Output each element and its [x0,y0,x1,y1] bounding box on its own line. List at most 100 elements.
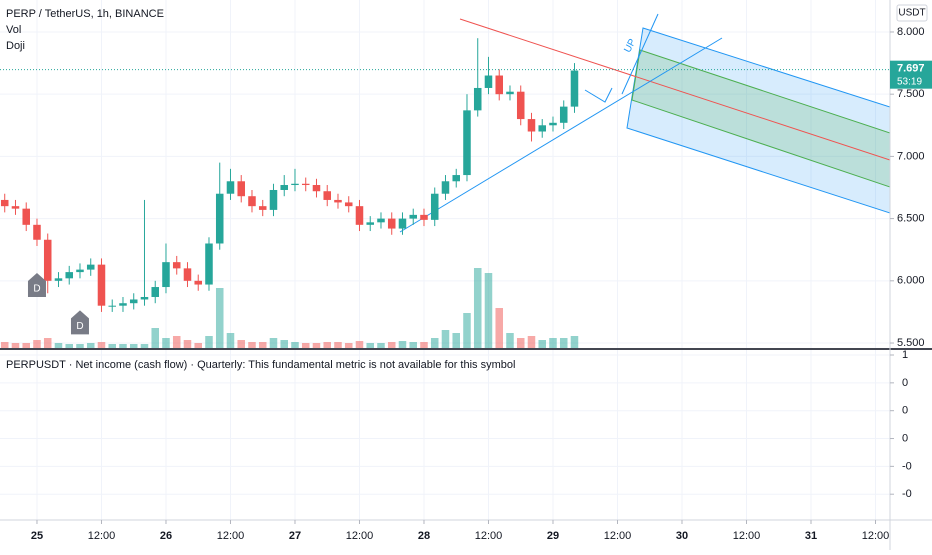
trend-line [399,37,723,233]
chart-title: PERP / TetherUS, 1h, BINANCE [6,8,164,20]
volume-bar [344,343,353,348]
volume-bar [463,313,471,348]
y-tick-label: 6.000 [897,275,925,287]
volume-bar [151,328,159,348]
candle-body [473,87,482,111]
candle-body [334,199,342,203]
candle-body [86,264,95,270]
candle-body [269,189,278,210]
candle-body [97,264,106,306]
drawing-label: UP [622,37,638,55]
candle-body [129,299,138,304]
currency: USDT [898,8,925,19]
volume-bar [473,268,482,348]
volume-bar [269,338,278,348]
candle-body [43,239,52,281]
volume-bar [237,340,245,348]
last-price-label: 7.697 [897,63,925,75]
volume-bar [495,308,503,348]
candle-body [409,214,417,219]
candle-body [162,262,170,288]
annotation-label: D [33,284,40,295]
candle-body [323,191,331,200]
volume-bar [194,343,202,348]
candle-body [538,125,546,132]
trend-line [459,18,891,161]
y-tick-label: 0 [902,405,908,417]
volume-bar [162,338,170,348]
volume-bar [11,343,20,348]
volume-bar [366,343,374,348]
drawings [399,13,891,233]
volume-bar [54,343,63,348]
volume-bar [43,338,52,348]
x-tick-label: 12:00 [475,530,503,542]
candle-body [108,305,116,307]
candle-body [258,206,267,210]
volume-bar [33,340,41,348]
candle-body [484,75,493,88]
candle-body [301,183,310,186]
volume-bar [323,342,331,348]
candle-body [280,185,288,190]
candle-body [119,303,127,306]
candle-body [420,214,428,220]
candle-body [76,269,84,273]
lower-pane-title: PERPUSDT · Net income (cash flow) · Quar… [6,359,515,371]
annotation-label: D [76,321,83,332]
volume-bar [215,288,224,348]
volume-bar [452,333,460,348]
x-tick-label: 30 [676,530,688,542]
candle-body [140,296,149,300]
candle-body [312,185,321,192]
candle-body [172,262,181,269]
volume-bar [538,340,546,348]
y-tick-label: 0 [902,432,908,444]
indicator-label: Vol [6,24,21,36]
annotation-marker [27,273,46,298]
x-tick-label: 12:00 [346,530,374,542]
volume-bar [226,333,235,348]
candle-body [430,193,439,220]
currency-box[interactable] [896,4,928,22]
volume-bar [22,343,30,348]
y-tick-label: 8.000 [897,26,925,38]
candle-body [463,110,471,176]
volume-bar [97,342,106,348]
volume-bar [280,340,288,348]
x-tick-label: 12:00 [862,530,890,542]
candle-body [387,218,396,229]
candle-body [559,106,568,123]
volume-bar [570,336,579,348]
candle-body [248,196,256,207]
volume-bar [129,344,138,348]
grid [0,0,890,520]
x-tick-label: 12:00 [733,530,761,542]
candle-body [570,70,579,107]
countdown: 53:19 [897,76,922,87]
annotation-marker [70,310,89,335]
volume-bar [183,340,192,348]
x-tick-label: 12:00 [604,530,632,542]
candle-body [344,202,353,207]
y-tick-label: -0 [902,460,912,472]
volume-bar [172,336,181,348]
candle-body [0,199,9,207]
candle-body [441,181,450,194]
volume-bar [301,343,310,348]
volume-bar [549,338,557,348]
volume-bar [559,338,568,348]
candle-body [527,119,536,132]
volume-bar [398,341,407,348]
candle-body [151,287,159,297]
candle-body [183,268,192,281]
volume-bar [334,342,342,348]
candle-body [65,272,73,279]
last-price-box [890,60,932,89]
marks: DD [0,38,890,348]
volume-bar [205,336,213,348]
volume-bar [409,342,417,348]
candle-body [215,193,224,244]
x-tick-label: 25 [31,530,43,542]
volume-bar [430,338,439,348]
